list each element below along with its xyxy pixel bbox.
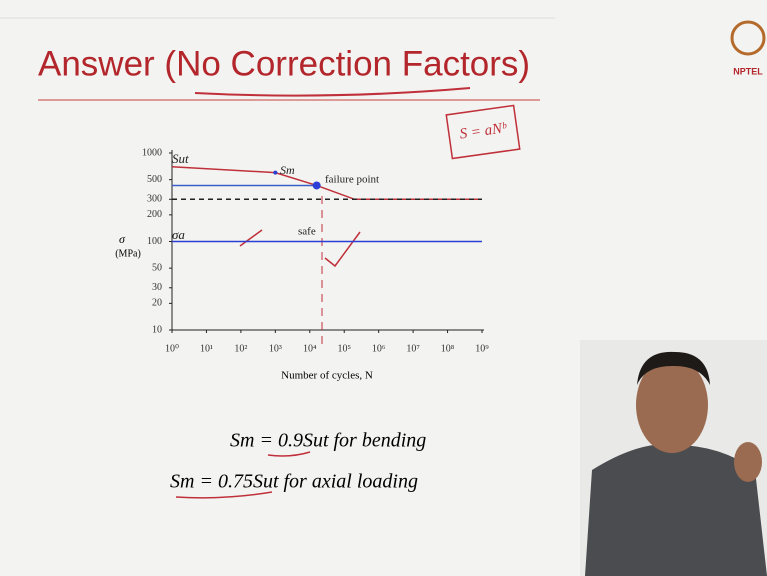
y-tick-label: 30 (152, 282, 162, 293)
y-axis-label: σ (119, 232, 126, 246)
logo-text: NPTEL (733, 66, 763, 76)
handwritten-note: S = aNᵇ (459, 120, 508, 142)
hair (637, 351, 710, 385)
point (312, 181, 321, 190)
head (636, 357, 708, 453)
hand (734, 442, 762, 482)
y-tick-label: 500 (147, 174, 162, 185)
slide-title: Answer (No Correction Factors) (38, 44, 530, 83)
presenter (580, 340, 767, 576)
handwritten-checks (239, 229, 361, 268)
handwritten-underline (175, 451, 311, 499)
y-axis-unit: (MPa) (115, 248, 141, 259)
annotation: σa (172, 227, 185, 242)
x-tick-label: 10² (234, 343, 247, 354)
x-tick-label: 10⁷ (406, 343, 420, 354)
logo-emblem (730, 20, 766, 56)
x-tick-label: 10³ (269, 343, 282, 354)
y-tick-label: 1000 (142, 147, 162, 158)
x-tick-label: 10⁵ (337, 343, 351, 354)
formula: Sm = 0.9Sut for bending (230, 430, 426, 452)
shirt (585, 444, 767, 576)
point (273, 170, 278, 175)
handwritten-underline (194, 87, 471, 97)
annotation: failure point (325, 174, 379, 186)
y-tick-label: 10 (152, 324, 162, 335)
note-box (445, 104, 521, 160)
annotation: safe (298, 226, 316, 238)
y-tick-label: 20 (152, 298, 162, 309)
y-tick-label: 100 (147, 236, 162, 247)
chart: σ (MPa) Number of cycles, N 10 20 30 50 100 2… (115, 147, 489, 381)
x-tick-label: 10⁶ (372, 343, 386, 354)
x-axis-label: Number of cycles, N (281, 370, 373, 382)
y-tick-label: 50 (152, 262, 162, 273)
x-tick-label: 10⁰ (165, 343, 179, 354)
x-tick-label: 10⁹ (475, 343, 489, 354)
y-tick-label: 300 (147, 194, 162, 205)
y-tick-label: 200 (147, 209, 162, 220)
x-tick-label: 10¹ (200, 343, 213, 354)
x-tick-label: 10⁴ (303, 343, 317, 354)
formula: Sm = 0.75Sut for axial loading (170, 471, 418, 493)
annotation: Sut (172, 151, 189, 166)
annotation: Sm (280, 163, 295, 177)
x-tick-label: 10⁸ (441, 343, 455, 354)
